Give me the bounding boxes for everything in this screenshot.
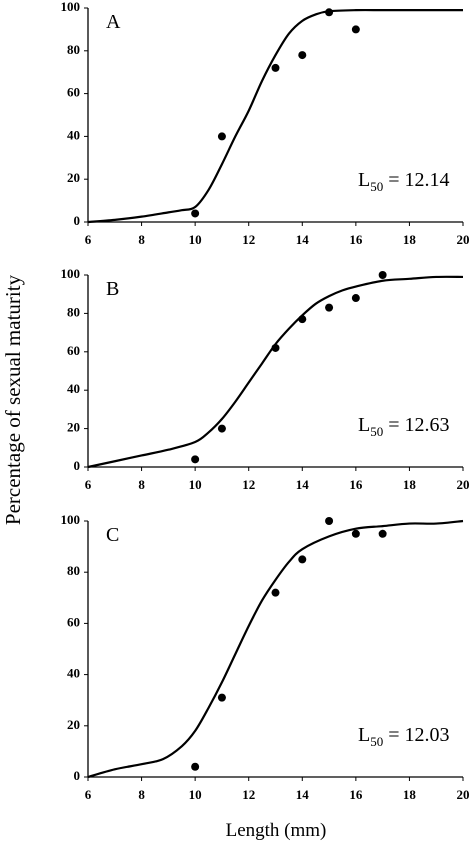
x-tick-label: 8	[138, 477, 145, 492]
data-point	[298, 51, 307, 60]
x-tick-label: 6	[85, 232, 92, 247]
fit-line	[87, 8, 463, 224]
data-point	[191, 455, 200, 464]
x-tick-label: 16	[349, 787, 363, 802]
y-tick-label: 20	[67, 170, 80, 185]
x-tick-label: 16	[349, 477, 363, 492]
data-point	[351, 294, 360, 303]
annotation-text: L	[358, 169, 370, 191]
panel-label: B	[106, 278, 119, 300]
data-point	[298, 315, 307, 324]
data-point	[351, 25, 360, 34]
data-point	[325, 8, 334, 17]
y-tick-label: 60	[67, 85, 80, 100]
data-point	[325, 303, 334, 312]
y-tick-label: 0	[74, 768, 81, 783]
data-point	[298, 555, 307, 564]
data-point	[271, 63, 280, 72]
annotation-suffix: = 12.14	[383, 169, 449, 191]
annotation: L50 = 12.03	[358, 724, 450, 749]
x-axis-label: Length (mm)	[226, 820, 327, 841]
data-point	[378, 271, 387, 279]
data-point	[271, 343, 280, 352]
y-axis-label: Percentage of sexual maturity	[1, 274, 25, 525]
x-tick-label: 12	[242, 787, 255, 802]
x-tick-label: 18	[403, 232, 417, 247]
fit-line	[87, 275, 464, 469]
data-point	[378, 529, 387, 538]
x-tick-label: 10	[189, 787, 202, 802]
x-tick-label: 20	[457, 787, 470, 802]
data-point	[271, 588, 280, 597]
y-tick-label: 60	[67, 614, 80, 629]
x-tick-label: 16	[349, 232, 363, 247]
x-tick-label: 12	[242, 232, 255, 247]
annotation: L50 = 12.14	[358, 169, 450, 194]
y-tick-label: 80	[67, 563, 80, 578]
x-tick-label: 20	[457, 232, 470, 247]
y-tick-label: 80	[67, 304, 80, 319]
fit-line	[87, 519, 464, 779]
y-tick-label: 40	[67, 381, 80, 396]
y-tick-label: 0	[74, 213, 81, 228]
y-tick-label: 20	[67, 420, 80, 435]
x-tick-label: 14	[296, 232, 310, 247]
x-tick-label: 18	[403, 477, 417, 492]
annotation-subscript: 50	[370, 734, 383, 749]
annotation-suffix: = 12.03	[383, 724, 449, 746]
y-tick-label: 40	[67, 666, 80, 681]
x-tick-label: 8	[138, 787, 145, 802]
y-tick-label: 20	[67, 717, 80, 732]
x-tick-label: 6	[85, 787, 92, 802]
data-point	[325, 517, 334, 525]
data-point	[217, 693, 226, 702]
data-point	[217, 424, 226, 433]
annotation-text: L	[358, 724, 370, 746]
data-point	[191, 209, 200, 218]
y-tick-label: 80	[67, 42, 80, 57]
x-tick-label: 14	[296, 477, 310, 492]
x-tick-label: 10	[189, 232, 202, 247]
x-tick-label: 8	[138, 232, 145, 247]
annotation-subscript: 50	[370, 179, 383, 194]
data-point	[217, 132, 226, 141]
y-tick-label: 100	[61, 512, 81, 527]
annotation-subscript: 50	[370, 424, 383, 439]
x-tick-label: 14	[296, 787, 310, 802]
y-tick-label: 0	[74, 458, 81, 473]
y-tick-label: 40	[67, 127, 80, 142]
data-point	[351, 529, 360, 538]
x-tick-label: 12	[242, 477, 255, 492]
y-tick-label: 60	[67, 343, 80, 358]
annotation-text: L	[358, 414, 370, 436]
panel-label: A	[106, 11, 121, 33]
panel-label: C	[106, 524, 119, 546]
annotation-suffix: = 12.63	[383, 414, 449, 436]
x-tick-label: 18	[403, 787, 417, 802]
x-tick-label: 6	[85, 477, 92, 492]
y-tick-label: 100	[61, 0, 81, 14]
x-tick-label: 20	[457, 477, 470, 492]
x-tick-label: 10	[189, 477, 202, 492]
annotation: L50 = 12.63	[358, 414, 450, 439]
data-point	[191, 762, 200, 771]
y-tick-label: 100	[61, 266, 81, 281]
